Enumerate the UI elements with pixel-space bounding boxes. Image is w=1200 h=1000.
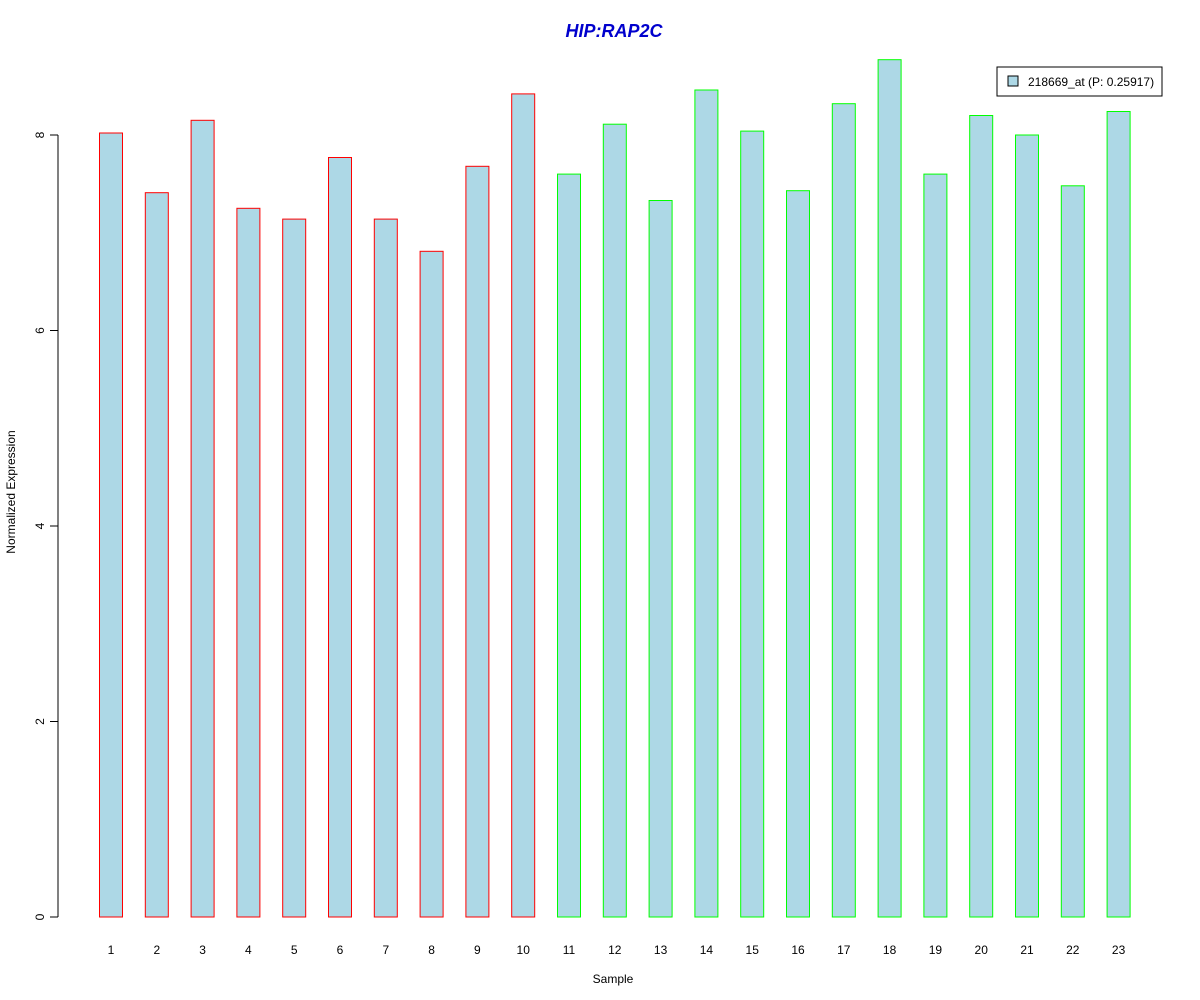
bars (99, 59, 1131, 918)
bar-sample-2 (144, 192, 169, 918)
bar-sample-10 (511, 93, 536, 918)
x-tick-label: 8 (428, 943, 435, 957)
legend: 218669_at (P: 0.25917) (996, 66, 1163, 97)
bar-sample-20 (969, 115, 994, 918)
x-tick-label: 15 (746, 943, 760, 957)
bar-sample-16 (786, 190, 810, 918)
x-tick-label: 20 (975, 943, 989, 957)
x-axis-title: Sample (593, 972, 634, 986)
x-tick-label: 14 (700, 943, 714, 957)
bar-sample-15 (740, 130, 765, 918)
bar-sample-18 (877, 59, 902, 918)
legend-label: 218669_at (P: 0.25917) (1028, 75, 1154, 89)
y-tick-label: 4 (33, 522, 47, 529)
bar-sample-9 (465, 165, 490, 918)
x-tick-label: 13 (654, 943, 668, 957)
chart-title: HIP:RAP2C (565, 21, 663, 41)
bar-sample-23 (1106, 111, 1131, 918)
x-tick-label: 2 (153, 943, 160, 957)
bar-sample-4 (236, 207, 261, 918)
bar-sample-7 (373, 218, 398, 918)
bar-sample-19 (923, 173, 948, 918)
x-tick-label: 1 (108, 943, 115, 957)
bar-sample-5 (282, 218, 307, 918)
x-tick-label: 10 (517, 943, 531, 957)
bar-sample-11 (557, 173, 581, 918)
bar-sample-1 (99, 132, 123, 918)
x-axis: 1 2 3 4 5 6 7 8 9 10 11 12 13 14 15 16 17 18 19 20 21 22 23 (108, 943, 1126, 957)
legend-swatch (1007, 75, 1019, 87)
x-tick-label: 23 (1112, 943, 1126, 957)
bar-sample-3 (190, 119, 215, 918)
bar-sample-13 (648, 200, 673, 918)
y-tick-label: 8 (33, 131, 47, 138)
x-tick-label: 18 (883, 943, 897, 957)
bar-sample-21 (1015, 134, 1039, 918)
x-tick-label: 19 (929, 943, 943, 957)
x-tick-label: 12 (608, 943, 622, 957)
y-tick-label: 6 (33, 327, 47, 334)
x-tick-label: 11 (563, 943, 576, 957)
y-axis-title: Normalized Expression (4, 430, 18, 553)
x-tick-label: 3 (199, 943, 206, 957)
x-tick-label: 22 (1066, 943, 1080, 957)
x-tick-label: 7 (382, 943, 389, 957)
y-tick-label: 2 (33, 718, 47, 725)
legend-box (996, 66, 1163, 97)
bar-sample-8 (419, 250, 444, 918)
bar-sample-14 (694, 89, 719, 918)
y-tick-label: 0 (33, 913, 47, 920)
x-tick-label: 4 (245, 943, 252, 957)
x-tick-label: 16 (791, 943, 805, 957)
x-tick-label: 6 (337, 943, 344, 957)
x-tick-label: 9 (474, 943, 481, 957)
bar-sample-6 (328, 157, 352, 918)
x-tick-label: 17 (837, 943, 851, 957)
x-tick-label: 21 (1020, 943, 1034, 957)
bar-sample-12 (602, 123, 627, 918)
x-tick-label: 5 (291, 943, 298, 957)
bar-sample-17 (831, 103, 856, 918)
bar-sample-22 (1060, 185, 1085, 918)
y-axis: 0 2 4 6 8 (33, 131, 59, 920)
